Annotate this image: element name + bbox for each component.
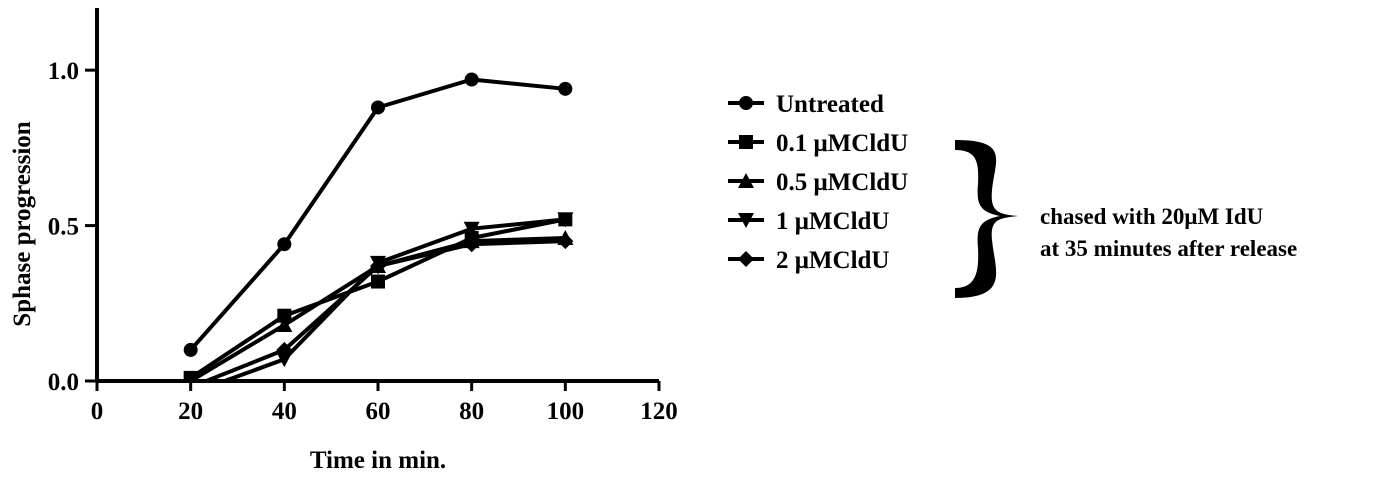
data-point: [370, 257, 386, 274]
series-circle: [183, 72, 573, 357]
x-tick-label: 100: [547, 398, 585, 425]
y-tick-label: 0.5: [48, 214, 79, 241]
y-tick-label: 0.0: [48, 369, 79, 396]
data-point: [557, 233, 574, 250]
x-tick-label: 40: [272, 398, 297, 425]
legend-label: 0.1 μMCldU: [776, 130, 908, 157]
plot-area: [183, 72, 574, 381]
legend-item: 1 μMCldU: [728, 208, 889, 235]
legend-label: 1 μMCldU: [776, 208, 889, 235]
annotation-line-1: chased with 20μM IdU: [1040, 204, 1264, 229]
legend-item: 0.1 μMCldU: [728, 130, 908, 157]
data-point: [276, 352, 293, 368]
x-tick-label: 80: [459, 398, 484, 425]
legend-marker: [738, 251, 754, 267]
series-diamond: [200, 233, 574, 381]
legend: Untreated 0.1 μMCldU 0.5 μMCldU 1 μMCldU 2 μ…: [728, 91, 908, 274]
data-point: [277, 237, 292, 252]
legend-item: 2 μMCldU: [728, 247, 889, 274]
legend-label: 0.5 μMCldU: [776, 169, 908, 196]
series-line: [189, 77, 566, 352]
axes: 0 20 40 60 80 100 120 0.0 0.5 1.0: [48, 8, 678, 425]
y-axis-title: Sphase progression: [9, 121, 36, 326]
data-point: [463, 221, 480, 237]
y-tick-label: 1.0: [48, 58, 79, 85]
data-point: [463, 236, 480, 253]
data-point: [276, 341, 293, 358]
data-point: [276, 317, 293, 333]
legend-marker: [739, 96, 753, 110]
bracket-shape: [955, 140, 1018, 298]
legend-label: 2 μMCldU: [776, 247, 889, 274]
x-tick-label: 60: [366, 398, 391, 425]
legend-marker: [739, 135, 753, 149]
data-point: [371, 100, 385, 115]
x-tick-label: 20: [178, 398, 203, 425]
legend-item: Untreated: [728, 91, 884, 118]
data-point: [186, 373, 195, 381]
x-tick-label: 120: [640, 398, 678, 425]
x-tick-label: 0: [91, 398, 104, 425]
legend-marker: [738, 213, 754, 228]
legend-marker: [738, 173, 754, 188]
legend-item: 0.5 μMCldU: [728, 169, 908, 196]
data-point: [277, 308, 292, 323]
legend-label: Untreated: [776, 91, 884, 118]
data-point: [371, 274, 385, 289]
series-line: [218, 217, 566, 381]
data-point: [558, 81, 573, 96]
data-point: [183, 342, 198, 357]
data-point: [464, 72, 479, 87]
data-point: [557, 212, 574, 228]
annotation-line-2: at 35 minutes after release: [1040, 236, 1297, 261]
series-triangle-up: [186, 230, 574, 381]
x-axis-title: Time in min.: [310, 447, 446, 474]
annotation: chased with 20μM IdU at 35 minutes after…: [955, 140, 1297, 298]
